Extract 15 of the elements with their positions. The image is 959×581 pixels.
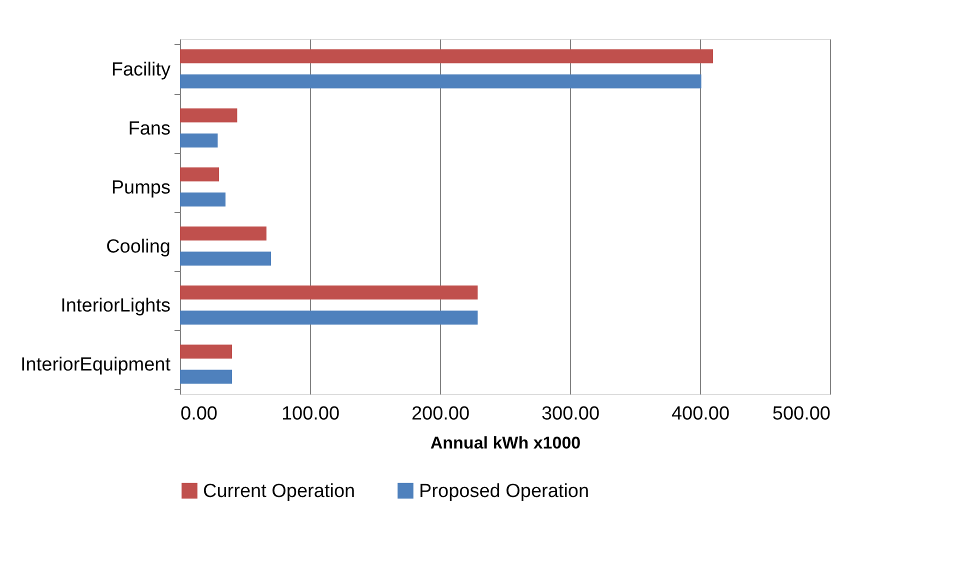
x-tick-label: 300.00 xyxy=(541,404,600,424)
x-tick-label: 200.00 xyxy=(411,404,470,424)
x-tick-label: 100.00 xyxy=(281,404,340,424)
x-tick-label: 0.00 xyxy=(180,404,218,424)
legend-label: Proposed Operation xyxy=(419,480,590,502)
legend-label: Current Operation xyxy=(203,480,356,502)
x-tick-label: 500.00 xyxy=(772,404,830,424)
y-tick-label: Fans xyxy=(128,118,170,140)
y-tick-label: Cooling xyxy=(106,236,170,258)
y-tick-label: Pumps xyxy=(111,177,170,198)
x-tick-label: 400.00 xyxy=(671,404,730,424)
x-axis-title: Annual kWh x1000 xyxy=(430,434,581,452)
y-tick-label: InteriorLights xyxy=(60,296,170,317)
y-tick-label: Facility xyxy=(111,59,171,80)
y-tick-label: InteriorEquipment xyxy=(20,354,172,376)
